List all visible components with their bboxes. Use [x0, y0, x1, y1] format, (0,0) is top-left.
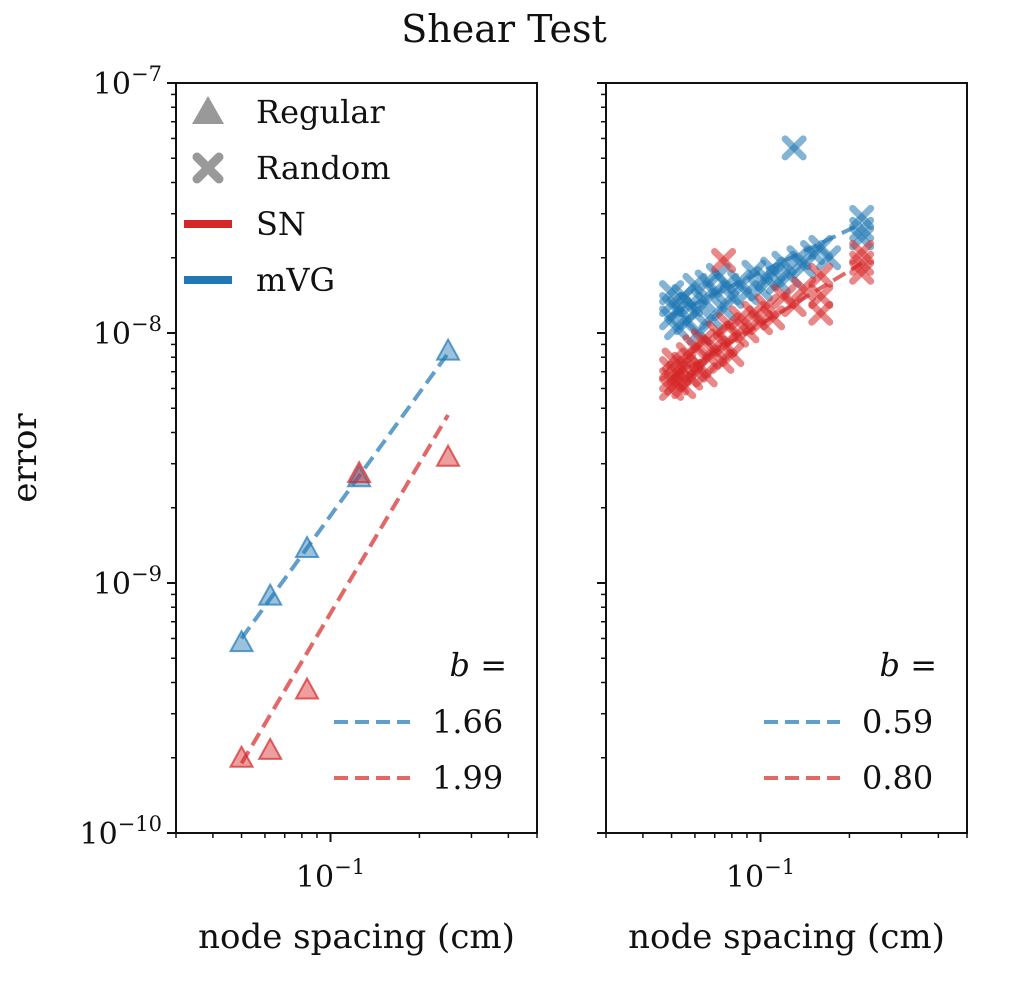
x-axis-label: node spacing (cm) [198, 917, 515, 957]
marker-legend: Regular Random SN mVG [184, 93, 391, 299]
data-point-mvg [781, 135, 807, 161]
data-point-sn [734, 318, 760, 344]
legend-label-mvg: mVG [256, 261, 335, 299]
legend-label-sn: SN [256, 205, 306, 243]
y-tick-label: 10−7 [93, 62, 162, 102]
data-point-sn [257, 736, 283, 760]
left-panel: b = 1.66 1.99 10−1 10−7 10−8 10−9 10−10 node sp… [79, 62, 538, 957]
data-point-mvg [257, 582, 283, 606]
data-point-mvg [849, 204, 875, 230]
x-tick-label: 10−1 [726, 855, 795, 895]
right-panel: b = 0.59 0.80 10−1 node spacing (cm) [597, 82, 968, 957]
fit-legend-header: b = [880, 646, 937, 684]
data-point-sn [808, 300, 834, 326]
data-point-sn [760, 305, 786, 331]
fit-line-mvg [239, 352, 450, 640]
data-point-sn [754, 293, 780, 319]
fit-legend-header: b = [450, 646, 507, 684]
x-tick-label: 10−1 [296, 855, 365, 895]
y-axis-label: error [5, 413, 45, 503]
data-point-mvg [435, 337, 461, 361]
fit-legend-value: 1.66 [432, 703, 503, 741]
plot-frame [175, 82, 538, 834]
fit-legend-value: 0.59 [862, 703, 933, 741]
y-tick-label: 10−8 [93, 312, 162, 352]
cross-marker-icon [192, 152, 224, 184]
data-point-sn [294, 676, 320, 700]
data-point-mvg [741, 259, 767, 285]
legend-label-regular: Regular [256, 93, 385, 131]
data-point-sn [849, 239, 875, 265]
fit-legend-value: 1.99 [432, 759, 503, 797]
data-point-mvg [228, 629, 255, 653]
chart-title: Shear Test [401, 7, 607, 51]
data-point-sn [711, 247, 737, 273]
data-point-mvg [294, 534, 320, 559]
plot-frame [605, 82, 968, 834]
fit-line-sn [239, 413, 450, 765]
data-point-sn [808, 262, 834, 288]
legend-label-random: Random [256, 149, 391, 187]
y-tick-label: 10−10 [79, 812, 162, 852]
x-axis-label: node spacing (cm) [628, 917, 945, 957]
data-point-sn [719, 342, 745, 368]
data-point-sn [435, 443, 461, 467]
data-point-sn [346, 460, 372, 484]
triangle-marker-icon [192, 96, 224, 124]
data-point-sn [781, 292, 807, 318]
data-point-mvg [816, 245, 842, 271]
fit-legend-value: 0.80 [862, 759, 933, 797]
data-point-sn [849, 259, 875, 285]
data-point-sn [228, 744, 255, 768]
y-tick-label: 10−9 [93, 562, 162, 602]
